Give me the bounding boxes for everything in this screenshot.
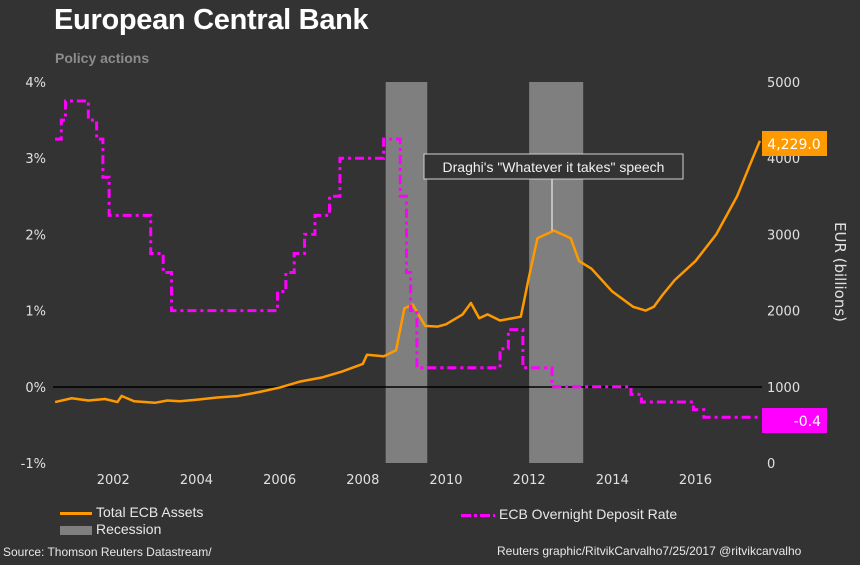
right-axis-label: EUR (billions) [831,222,849,322]
x-tick-label: 2004 [180,473,213,488]
x-tick-label: 2002 [97,473,130,488]
legend-label-recession: Recession [96,521,162,537]
x-axis-ticks: 2002 2004 2006 2008 2010 2012 2014 2016 [97,473,712,488]
source-note: Source: Thomson Reuters Datastream/ [3,545,212,559]
rate-end-label-box [762,408,827,433]
legend-label-rate: ECB Overnight Deposit Rate [499,506,678,522]
chart-subtitle: Policy actions [55,50,150,66]
left-tick-label: 4% [25,76,46,91]
end-labels: 4,229.0 -0.4 [762,131,827,433]
recession-band [529,82,584,463]
legend-item-assets: Total ECB Assets [60,504,203,520]
x-tick-label: 2006 [263,473,296,488]
left-tick-label: 3% [25,152,46,167]
rate-end-label: -0.4 [794,414,821,430]
deposit-rate-line [55,99,760,419]
legend-line-swatch [60,511,92,515]
x-tick-label: 2014 [596,473,629,488]
credit-note: Reuters graphic/RitvikCarvalho7/25/2017 … [497,544,802,558]
legend-item-rate: ECB Overnight Deposit Rate [461,506,677,522]
legend-dashdot-swatch [461,513,495,517]
recession-bands [385,82,584,463]
assets-end-label: 4,229.0 [767,137,820,153]
series-group [54,99,762,419]
left-tick-label: 0% [25,381,46,396]
legend-item-recession: Recession [60,521,161,537]
assets-end-label-box [762,131,827,156]
annotation-group: Draghi's "Whatever it takes" speech [423,153,684,231]
right-tick-label: 3000 [767,228,800,243]
right-tick-label: 1000 [767,381,800,396]
annotation-box [423,153,684,180]
legend-area-swatch [60,525,92,535]
x-tick-label: 2010 [429,473,462,488]
annotation-text: Draghi's "Whatever it takes" speech [443,159,665,175]
total-assets-line [54,140,762,405]
x-tick-label: 2012 [513,473,546,488]
right-tick-label: 0 [767,457,775,472]
left-tick-label: -1% [21,457,46,472]
right-tick-label: 2000 [767,305,800,320]
left-tick-label: 2% [25,228,46,243]
x-tick-label: 2016 [679,473,712,488]
right-tick-label: 5000 [767,76,800,91]
x-tick-label: 2008 [346,473,379,488]
left-tick-label: 1% [25,305,46,320]
chart-title: European Central Bank [54,4,369,36]
legend-label-assets: Total ECB Assets [96,504,204,520]
left-axis-ticks: 4% 3% 2% 1% 0% -1% [21,76,46,472]
